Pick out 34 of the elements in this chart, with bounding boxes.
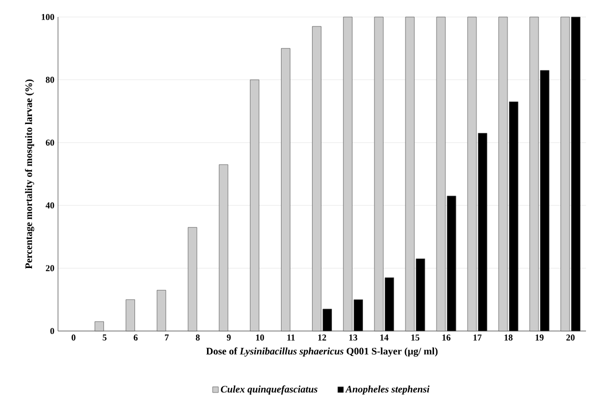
x-axis-title: Dose of Lysinibacillus sphaericus Q001 S-layer (µg/ ml) <box>206 347 438 357</box>
x-tick-label: 5 <box>102 334 107 340</box>
x-tick-label: 0 <box>72 334 76 341</box>
x-tick-label: 7 <box>164 334 169 340</box>
bar <box>218 164 228 332</box>
legend-label: Anopheles stephensi <box>345 385 430 395</box>
y-tick-label: 60 <box>46 140 54 146</box>
y-tick-label: 100 <box>42 14 54 20</box>
y-tick-label: 80 <box>46 76 54 83</box>
bar <box>126 299 135 332</box>
y-tick-label: 40 <box>46 202 54 208</box>
x-tick-label: 10 <box>256 334 264 341</box>
x-tick-label: 16 <box>442 334 450 341</box>
x-tick-label: 6 <box>134 334 138 341</box>
y-tick-label: 20 <box>46 265 54 272</box>
x-tick-label: 17 <box>474 334 482 340</box>
x-tick-label: 20 <box>566 334 575 341</box>
y-axis-title: Percentage mortality of mosquito larvae (%) <box>24 79 34 269</box>
bar <box>188 227 198 332</box>
legend-label: Culex quinquefasciatus <box>220 385 318 395</box>
bar <box>156 290 166 332</box>
x-tick-label: 13 <box>349 334 358 341</box>
x-tick-label: 15 <box>411 334 420 341</box>
y-tick-label: 0 <box>50 328 54 334</box>
bar <box>94 321 104 332</box>
x-tick-label: 11 <box>287 334 295 340</box>
x-tick-label: 19 <box>536 334 544 341</box>
bar <box>250 80 260 332</box>
x-tick-label: 14 <box>380 334 388 340</box>
x-tick-label: 12 <box>318 334 326 340</box>
x-tick-label: 9 <box>226 334 231 341</box>
bar <box>281 48 290 332</box>
x-tick-label: 8 <box>196 334 200 341</box>
x-tick-label: 18 <box>504 334 513 341</box>
